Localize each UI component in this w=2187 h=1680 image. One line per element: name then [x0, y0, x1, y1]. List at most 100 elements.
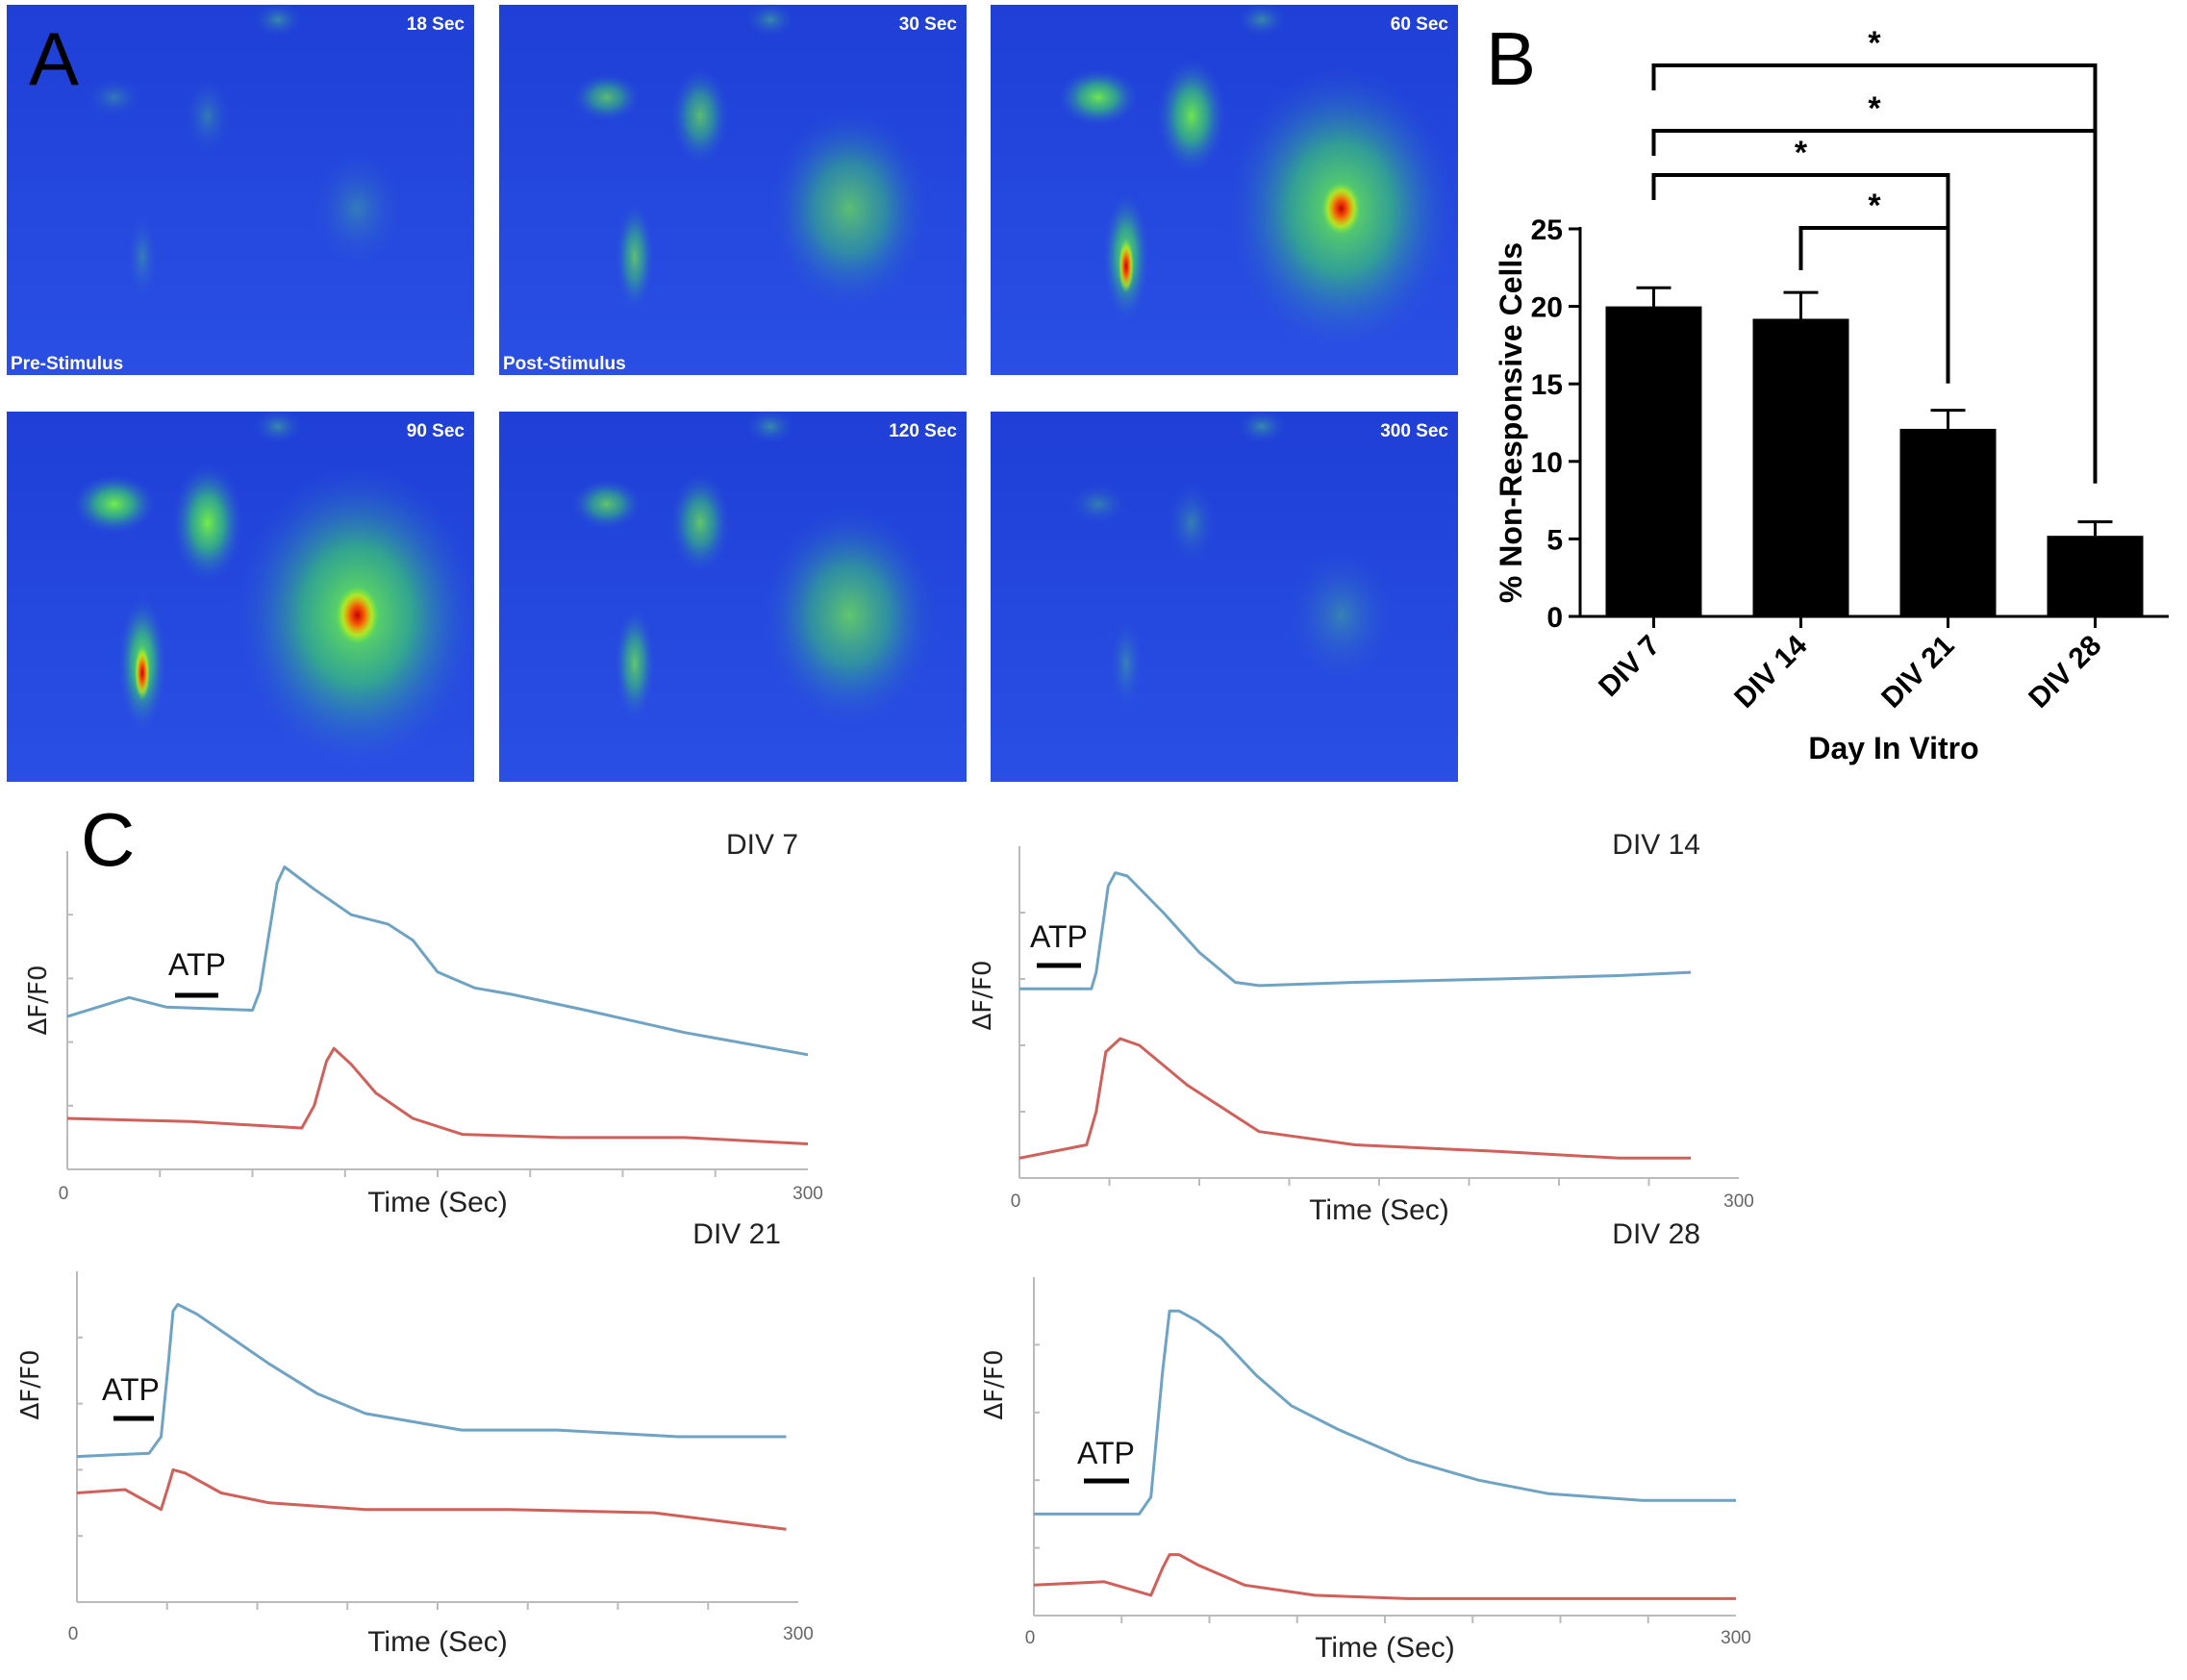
significance-bracket [1651, 129, 2098, 484]
cell-glow [172, 463, 243, 583]
frame-caption: Pre-Stimulus [11, 354, 123, 374]
frame-time-label: 30 Sec [899, 14, 958, 35]
micro-frame: 18 Sec Pre-Stimulus [7, 2, 474, 375]
cell-glow [1236, 409, 1287, 444]
trace-line-cell-2 [66, 1046, 809, 1145]
frame-time-label: 60 Sec [1391, 14, 1449, 35]
cell-glow [1236, 2, 1287, 38]
cell-glow [669, 472, 731, 573]
panel-a-letter: A [29, 16, 79, 101]
trace-x-label: Time (Sec) [1309, 1194, 1449, 1226]
trace-line-cell-1 [76, 1302, 787, 1459]
panel-a: 18 Sec Pre-Stimulus 30 Sec Post-Stimulus 60 … [7, 2, 1458, 782]
atp-annotation: ATP [1077, 1436, 1135, 1470]
bar-div-28 [2047, 536, 2144, 616]
x-tick-label: DIV 21 [1875, 630, 1960, 715]
micro-frame: 300 Sec [991, 409, 1458, 782]
trace-title: DIV 14 [1612, 829, 1700, 861]
x-tick-label: DIV 7 [1593, 630, 1666, 703]
micro-frame: 60 Sec [991, 2, 1458, 375]
significance-star: * [1868, 188, 1881, 224]
trace-y-label: ΔF/F0 [24, 965, 53, 1036]
cell-hot-core [336, 586, 379, 644]
frame-time-label: 120 Sec [889, 421, 957, 441]
cell-glow [1058, 68, 1139, 126]
trace-chart-div-7: DIV 7 Time (Sec) 0 300 ΔF/F0 ATP [24, 829, 823, 1218]
trace-x-tick-label: 0 [68, 1624, 79, 1644]
bar-chart: 0 5 10 15 20 25 DIV 7 DIV 14 DIV 21 DIV 28 Day In … [1494, 25, 2169, 765]
significance-bracket [1651, 63, 2098, 484]
trace-line-cell-1 [66, 865, 809, 1057]
panel-c-letter: C [81, 797, 135, 882]
trace-line-cell-2 [1018, 1037, 1692, 1160]
y-tick-label: 20 [1531, 292, 1563, 324]
cell-glow [72, 474, 156, 535]
x-axis-title: Day In Vitro [1808, 731, 1978, 765]
cell-glow [1157, 59, 1226, 173]
trace-chart-div-14: DIV 14 Time (Sec) 0 300 ΔF/F0 ATP [968, 829, 1754, 1226]
frame-time-label: 90 Sec [407, 421, 465, 441]
cell-glow [252, 2, 303, 38]
trace-title: DIV 21 [692, 1218, 781, 1250]
trace-chart-div-28: DIV 28 Time (Sec) 0 300 ΔF/F0 ATP [980, 1218, 1751, 1664]
trace-title: DIV 28 [1612, 1218, 1700, 1250]
trace-title: DIV 7 [726, 829, 798, 861]
atp-annotation: ATP [102, 1372, 160, 1407]
significance-bracket [1798, 226, 1950, 384]
trace-chart-div-21: DIV 21 Time (Sec) 0 300 ΔF/F0 ATP [16, 1218, 814, 1658]
x-tick-label: DIV 28 [2023, 630, 2107, 715]
cell-glow [87, 78, 141, 117]
trace-x-tick-label: 300 [1721, 1628, 1751, 1648]
cell-glow [1110, 617, 1143, 710]
trace-x-tick-label: 0 [59, 1184, 69, 1204]
y-tick-label: 10 [1531, 447, 1563, 479]
cell-glow [744, 409, 795, 444]
micro-frame: 120 Sec [499, 409, 967, 782]
cell-glow [744, 2, 795, 38]
panel-b-letter: B [1486, 16, 1536, 101]
trace-y-label: ΔF/F0 [16, 1350, 45, 1420]
cell-hot-core [1321, 182, 1361, 235]
trace-x-tick-label: 0 [1011, 1191, 1021, 1212]
cell-glow [671, 67, 729, 164]
trace-x-label: Time (Sec) [367, 1187, 508, 1218]
bar-div-7 [1605, 306, 1702, 616]
trace-x-tick-label: 300 [1723, 1191, 1754, 1212]
trace-x-tick-label: 0 [1025, 1628, 1036, 1648]
cell-glow [311, 150, 404, 266]
trace-charts: DIV 7 Time (Sec) 0 300 ΔF/F0 ATP DIV 14 Time (S… [16, 829, 1754, 1664]
y-tick-label: 0 [1546, 602, 1563, 634]
trace-x-tick-label: 300 [783, 1624, 814, 1644]
trace-line-cell-2 [1033, 1553, 1736, 1600]
atp-annotation: ATP [1030, 919, 1088, 954]
cell-glow [1069, 484, 1127, 525]
cell-glow [571, 479, 642, 530]
significance-star: * [1795, 135, 1808, 171]
trace-y-label: ΔF/F0 [968, 961, 997, 1031]
significance-star: * [1868, 25, 1881, 62]
frame-time-label: 300 Sec [1380, 421, 1448, 441]
trace-line-cell-1 [1019, 871, 1692, 990]
bar-div-21 [1899, 428, 1997, 616]
micro-frame: 30 Sec Post-Stimulus [499, 2, 967, 375]
cell-glow [762, 506, 938, 725]
trace-x-label: Time (Sec) [1315, 1632, 1455, 1664]
y-axis-title: % Non-Responsive Cells [1494, 242, 1528, 603]
trace-x-tick-label: 300 [792, 1184, 823, 1204]
cell-glow [126, 213, 158, 300]
cell-glow [1167, 482, 1217, 564]
trace-line-cell-2 [76, 1467, 787, 1531]
cell-glow [1287, 548, 1395, 683]
cell-glow [184, 77, 231, 155]
cell-glow [252, 409, 303, 444]
y-tick-label: 25 [1531, 214, 1563, 246]
y-tick-label: 15 [1531, 369, 1563, 401]
x-tick-label: DIV 14 [1728, 629, 1813, 714]
frame-time-label: 18 Sec [407, 14, 465, 35]
atp-annotation: ATP [168, 947, 226, 982]
cell-glow [769, 109, 930, 309]
significance-star: * [1868, 90, 1881, 127]
trace-line-cell-1 [1034, 1309, 1736, 1516]
micro-frame: 90 Sec [7, 409, 479, 782]
